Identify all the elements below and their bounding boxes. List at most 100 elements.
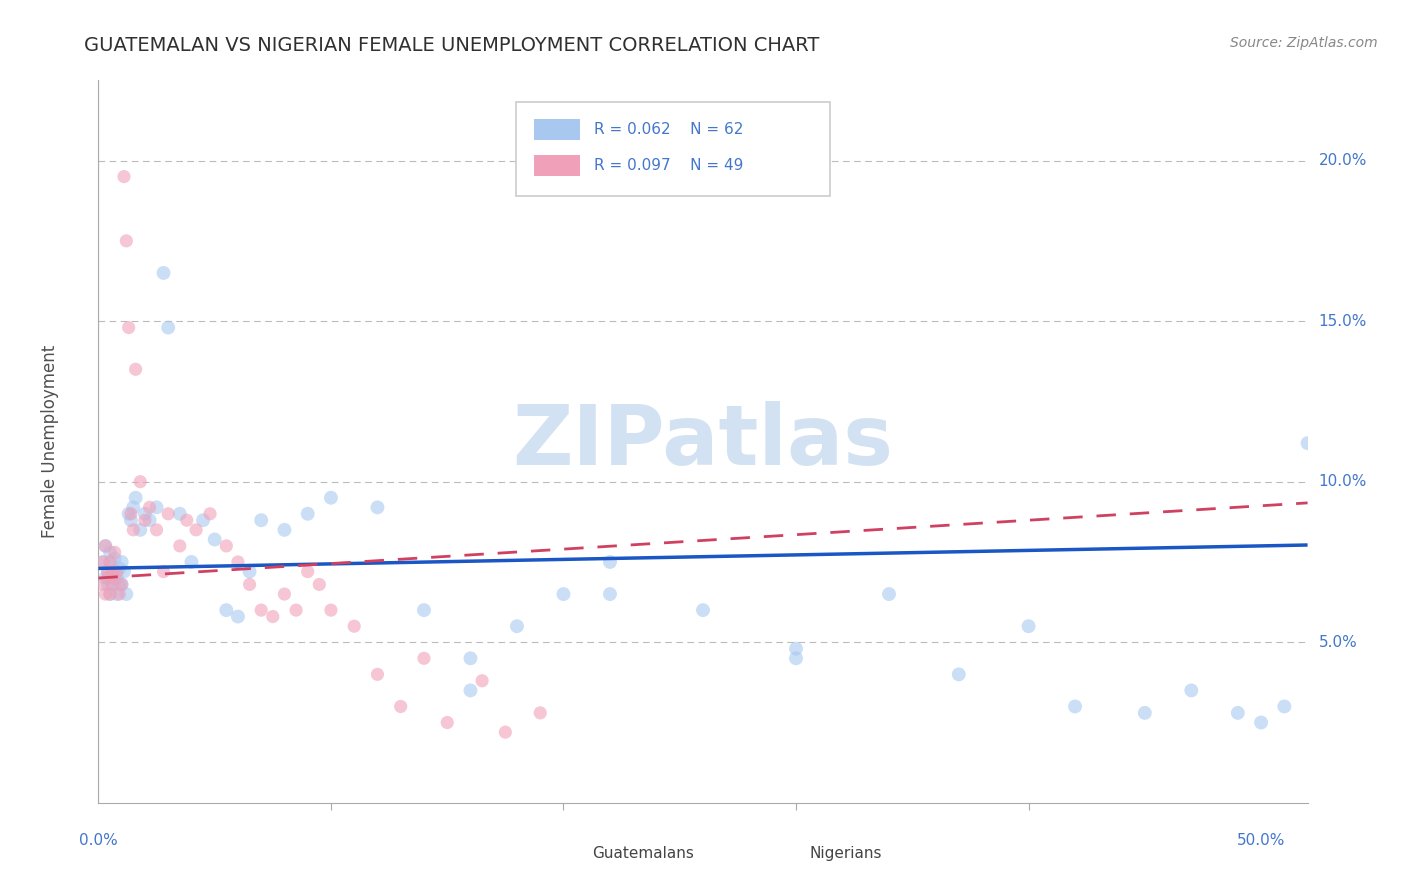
Point [101, 577, 124, 591]
Point [97, 565, 120, 579]
Point [122, 500, 145, 515]
Point [460, 683, 482, 698]
Point [138, 500, 160, 515]
Text: 10.0%: 10.0% [1319, 475, 1367, 489]
Point [152, 266, 174, 280]
Point [599, 555, 621, 569]
Point [105, 587, 128, 601]
Point [104, 571, 127, 585]
Point [94, 571, 117, 585]
Text: Guatemalans: Guatemalans [592, 846, 693, 861]
Point [94, 539, 117, 553]
Point [112, 169, 135, 184]
Point [366, 500, 388, 515]
FancyBboxPatch shape [516, 102, 830, 196]
Point [494, 725, 516, 739]
Point [1226, 706, 1249, 720]
Point [118, 320, 141, 334]
Point [97, 565, 120, 579]
Text: 20.0%: 20.0% [1319, 153, 1367, 168]
Point [877, 587, 900, 601]
Point [122, 523, 145, 537]
Point [105, 565, 128, 579]
Text: Female Unemployment: Female Unemployment [41, 345, 59, 538]
Point [120, 507, 142, 521]
Point [157, 507, 180, 521]
Point [91, 555, 114, 569]
Point [184, 523, 207, 537]
Point [108, 561, 131, 575]
Point [97, 571, 120, 585]
Point [471, 673, 494, 688]
Point [215, 603, 238, 617]
Point [111, 577, 134, 591]
Point [319, 603, 342, 617]
Point [1133, 706, 1156, 720]
Point [94, 539, 117, 553]
Point [91, 555, 114, 569]
Point [1296, 436, 1319, 450]
Point [180, 555, 202, 569]
Point [91, 577, 114, 591]
Point [112, 565, 135, 579]
Point [366, 667, 388, 681]
Text: ZIPatlas: ZIPatlas [513, 401, 893, 482]
Point [105, 571, 128, 585]
Point [115, 234, 138, 248]
Point [297, 565, 319, 579]
Point [134, 507, 156, 521]
Point [436, 715, 458, 730]
Point [101, 577, 124, 591]
Point [198, 507, 221, 521]
Point [124, 491, 146, 505]
Point [152, 565, 174, 579]
Point [273, 587, 295, 601]
Text: 5.0%: 5.0% [1319, 635, 1357, 649]
Text: 0.0%: 0.0% [79, 833, 118, 848]
Point [239, 565, 262, 579]
Point [785, 641, 807, 656]
Point [262, 609, 284, 624]
Point [215, 539, 238, 553]
Point [98, 545, 121, 559]
Point [1018, 619, 1040, 633]
Text: R = 0.062    N = 62: R = 0.062 N = 62 [595, 122, 744, 136]
Text: 15.0%: 15.0% [1319, 314, 1367, 328]
Text: R = 0.097    N = 49: R = 0.097 N = 49 [595, 158, 744, 173]
Point [191, 513, 214, 527]
Point [157, 320, 180, 334]
Point [94, 587, 117, 601]
Point [226, 555, 249, 569]
Point [145, 500, 167, 515]
Point [785, 651, 807, 665]
Point [553, 587, 575, 601]
Bar [758, 843, 803, 863]
Point [250, 513, 273, 527]
Point [1272, 699, 1295, 714]
Point [285, 603, 308, 617]
Text: GUATEMALAN VS NIGERIAN FEMALE UNEMPLOYMENT CORRELATION CHART: GUATEMALAN VS NIGERIAN FEMALE UNEMPLOYME… [84, 36, 820, 54]
Text: 50.0%: 50.0% [1237, 833, 1285, 848]
Point [138, 513, 160, 527]
Point [134, 513, 156, 527]
Point [98, 555, 121, 569]
Point [204, 533, 226, 547]
Bar [540, 843, 586, 863]
Point [169, 507, 191, 521]
Bar [534, 155, 579, 176]
Text: Nigerians: Nigerians [810, 846, 882, 861]
Point [115, 587, 138, 601]
Point [226, 609, 249, 624]
Point [506, 619, 529, 633]
Point [599, 587, 621, 601]
Point [1180, 683, 1202, 698]
Point [145, 523, 167, 537]
Point [129, 523, 152, 537]
Point [101, 571, 124, 585]
Point [948, 667, 970, 681]
Point [98, 587, 121, 601]
Point [176, 513, 198, 527]
Point [1064, 699, 1087, 714]
Point [319, 491, 342, 505]
Point [101, 565, 124, 579]
